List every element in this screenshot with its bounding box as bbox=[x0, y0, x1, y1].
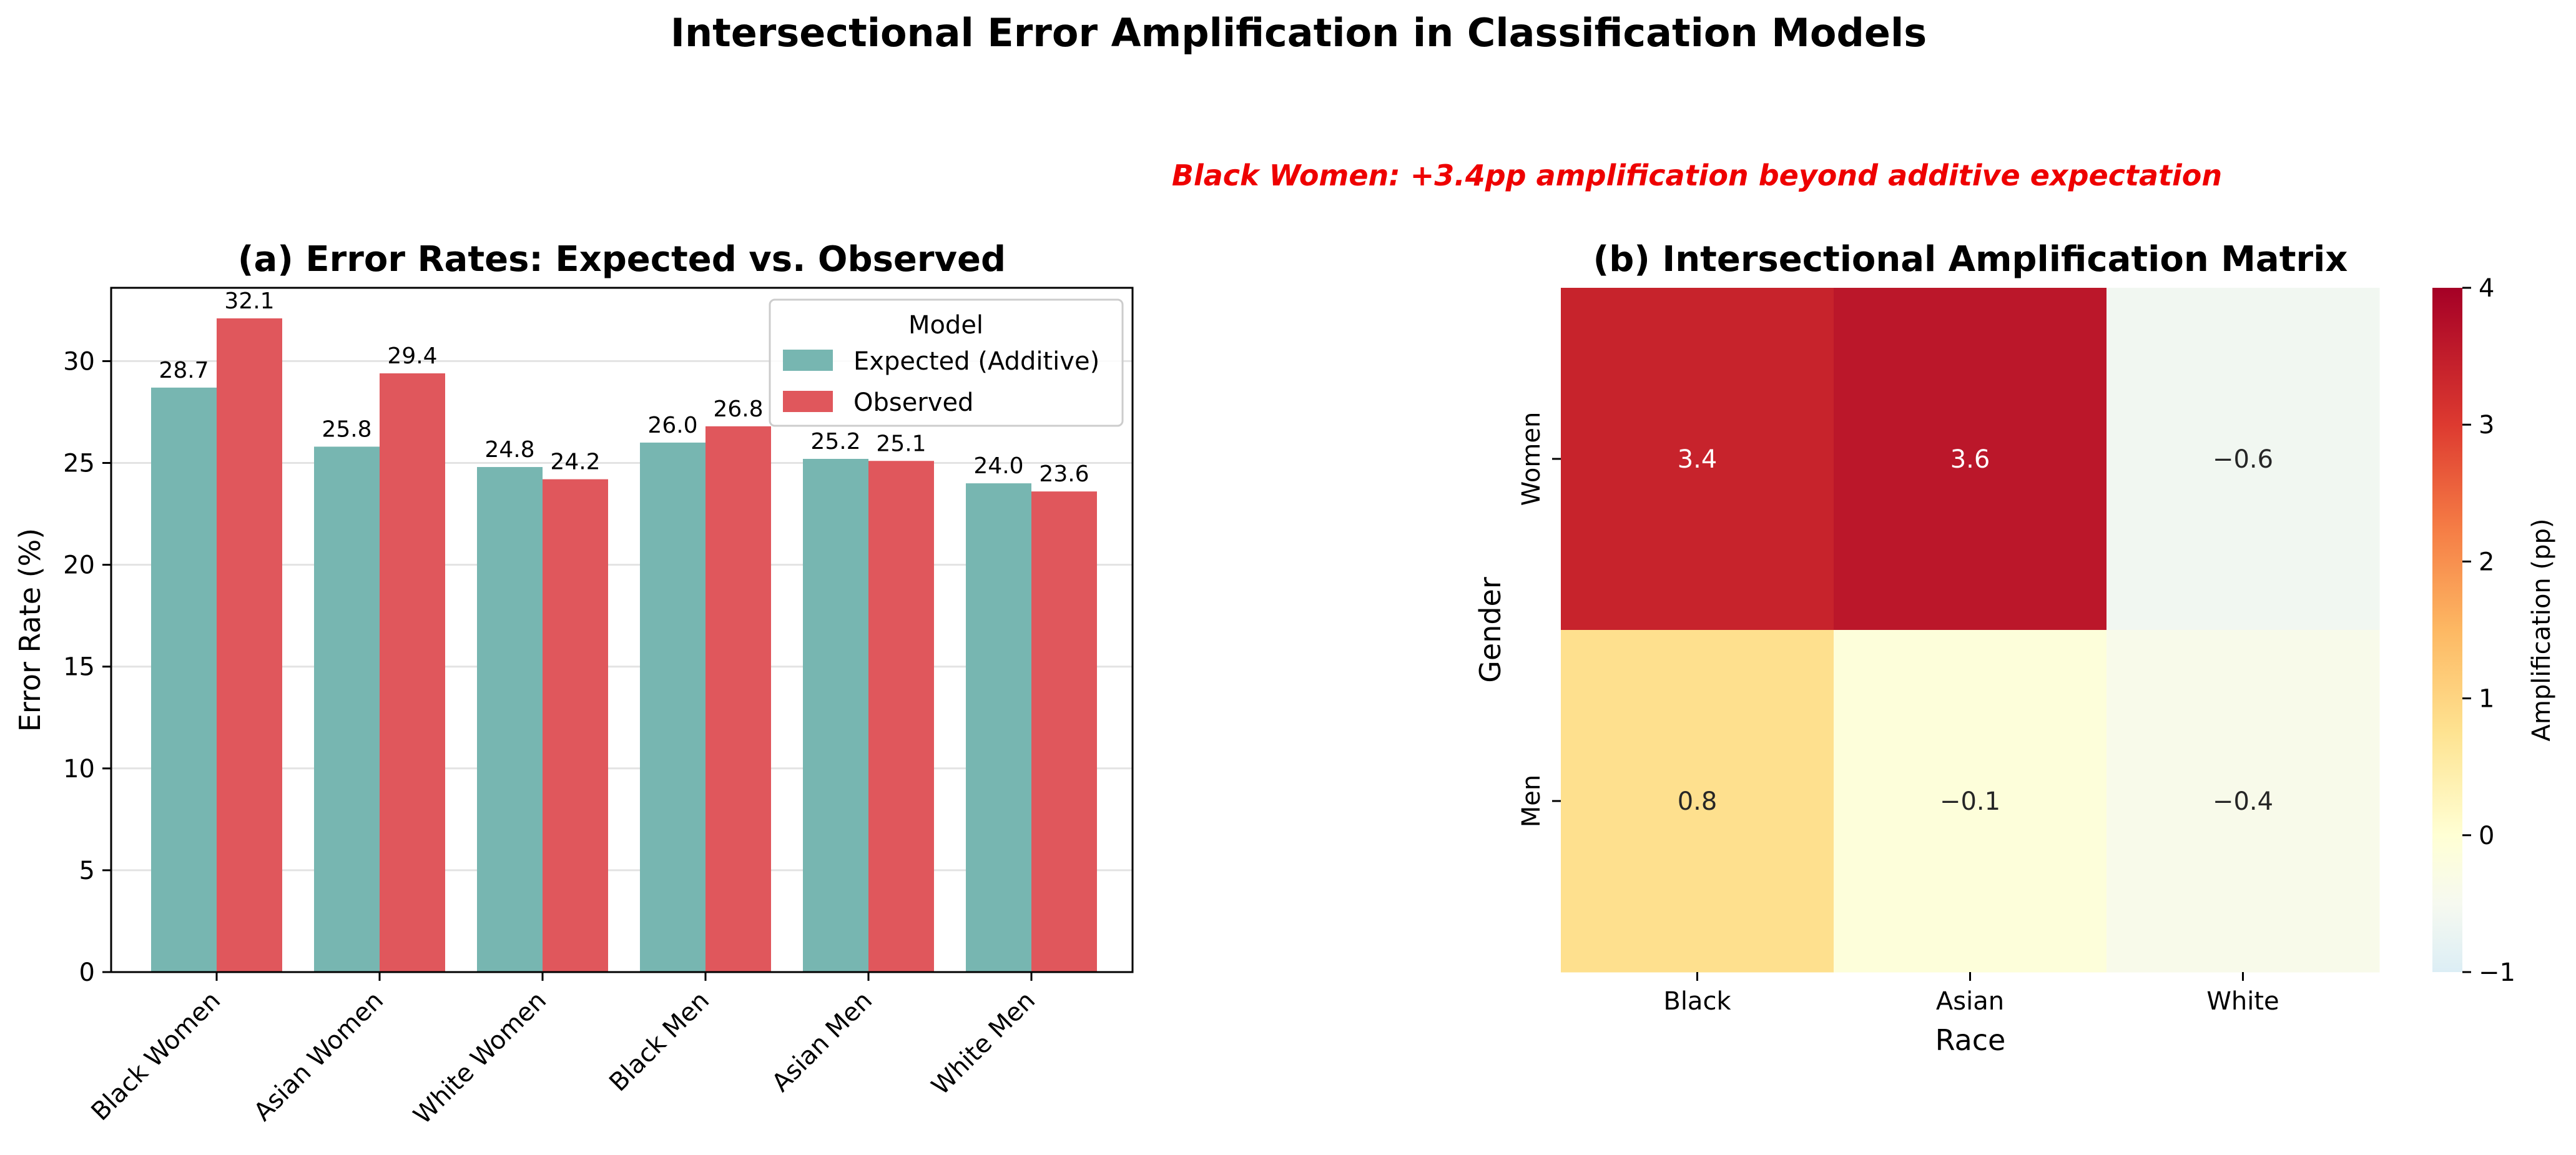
colorbar-tick-label-2: 2 bbox=[2479, 548, 2494, 576]
amplification-annotation: Black Women: +3.4pp amplification beyond… bbox=[1172, 159, 2222, 192]
bar-white-men-observed bbox=[1031, 491, 1097, 972]
y-tick-label-20: 20 bbox=[63, 551, 95, 580]
heatmap-value-women-asian: 3.6 bbox=[1950, 445, 1990, 474]
heatmap-colorbar: −1 0 1 2 3 4 Amplification (pp) bbox=[2432, 274, 2556, 987]
heatmap-x-tick-label-white: White bbox=[2206, 987, 2279, 1016]
data-label-white-men-observed: 23.6 bbox=[1039, 461, 1089, 487]
heatmap-cell-labels: 3.4 3.6 −0.6 0.8 −0.1 −0.4 bbox=[1678, 445, 2273, 816]
heatmap-cell-men-white bbox=[2107, 630, 2380, 973]
bar-black-women-observed bbox=[217, 318, 282, 972]
bar-chart-title: (a) Error Rates: Expected vs. Observed bbox=[238, 239, 1006, 280]
x-tick-label-black-men: Black Men bbox=[604, 986, 715, 1098]
bar-asian-women-expected-additive bbox=[314, 446, 380, 972]
heatmap-y-axis-label: Gender bbox=[1473, 577, 1507, 683]
colorbar-gradient bbox=[2432, 288, 2462, 972]
heatmap-cell-women-black bbox=[1561, 288, 1834, 631]
bar-chart-axes-frame bbox=[110, 287, 1134, 973]
data-label-black-women-expected-additive: 28.7 bbox=[159, 358, 209, 383]
bar-asian-men-expected-additive bbox=[803, 459, 868, 972]
x-tick-label-black-women: Black Women bbox=[86, 986, 227, 1127]
bar-chart-bars bbox=[151, 318, 1097, 972]
bar-chart-panel: (a) Error Rates: Expected vs. Observed 2… bbox=[13, 239, 1134, 1130]
data-label-asian-women-observed: 29.4 bbox=[387, 343, 437, 369]
bar-white-men-expected-additive bbox=[966, 483, 1031, 972]
heatmap-y-tick-label-men: Men bbox=[1517, 775, 1546, 827]
y-tick-label-25: 25 bbox=[63, 450, 95, 478]
legend-swatch-observed bbox=[783, 391, 833, 412]
heatmap-value-women-white: −0.6 bbox=[2213, 445, 2273, 474]
bar-chart-legend: Model Expected (Additive) Observed bbox=[769, 298, 1124, 427]
x-tick-label-white-men: White Men bbox=[927, 986, 1041, 1101]
heatmap-x-ticks: Black Asian White bbox=[1663, 972, 2279, 1016]
heatmap-x-tick-label-black: Black bbox=[1663, 987, 1731, 1016]
heatmap-value-men-white: −0.4 bbox=[2213, 787, 2273, 816]
x-tick-label-asian-men: Asian Men bbox=[767, 986, 878, 1098]
data-label-black-men-expected-additive: 26.0 bbox=[647, 413, 697, 438]
figure-title: Intersectional Error Amplification in Cl… bbox=[671, 10, 1927, 56]
y-tick-label-15: 15 bbox=[63, 653, 95, 682]
heatmap-panel: (b) Intersectional Amplification Matrix … bbox=[1473, 239, 2556, 1057]
colorbar-ticks: −1 0 1 2 3 4 bbox=[2462, 274, 2515, 987]
heatmap-y-ticks: Women Men bbox=[1517, 412, 1561, 827]
bar-black-women-expected-additive bbox=[151, 387, 217, 972]
bar-black-men-observed bbox=[705, 426, 771, 972]
data-label-white-men-expected-additive: 24.0 bbox=[973, 453, 1023, 479]
legend-swatch-expected bbox=[783, 350, 833, 371]
colorbar-tick-label-1: 1 bbox=[2479, 685, 2494, 714]
bar-chart-x-ticks: Black Women Asian Women White Women Black M… bbox=[86, 972, 1041, 1130]
bar-white-women-expected-additive bbox=[477, 467, 543, 972]
heatmap-value-women-black: 3.4 bbox=[1678, 445, 1718, 474]
y-tick-label-0: 0 bbox=[79, 958, 95, 987]
data-label-black-men-observed: 26.8 bbox=[713, 396, 763, 422]
data-label-asian-men-expected-additive: 25.2 bbox=[810, 429, 860, 455]
heatmap-cell-women-asian bbox=[1834, 288, 2107, 631]
heatmap-title: (b) Intersectional Amplification Matrix bbox=[1593, 239, 2348, 280]
legend-label-expected: Expected (Additive) bbox=[853, 347, 1099, 376]
x-tick-label-white-women: White Women bbox=[408, 986, 552, 1130]
bar-asian-men-observed bbox=[868, 461, 934, 972]
colorbar-tick-label-0: 0 bbox=[2479, 822, 2494, 850]
y-tick-label-5: 5 bbox=[79, 857, 95, 885]
heatmap-cell-women-white bbox=[2107, 288, 2380, 631]
data-label-white-women-observed: 24.2 bbox=[550, 450, 600, 475]
y-tick-label-10: 10 bbox=[63, 755, 95, 784]
y-tick-label-30: 30 bbox=[63, 347, 95, 376]
heatmap-value-men-asian: −0.1 bbox=[1940, 787, 2000, 816]
bar-asian-women-observed bbox=[380, 373, 445, 972]
legend-box bbox=[769, 298, 1124, 427]
legend-label-observed: Observed bbox=[853, 388, 973, 417]
colorbar-tick-label--1: −1 bbox=[2479, 958, 2515, 987]
heatmap-cell-men-black bbox=[1561, 630, 1834, 973]
bar-chart-y-ticks: 0 5 10 15 20 25 30 bbox=[63, 347, 111, 987]
heatmap-y-tick-label-women: Women bbox=[1517, 412, 1546, 506]
heatmap-value-men-black: 0.8 bbox=[1678, 787, 1718, 816]
bar-chart-data-labels: 28.7 32.1 25.8 29.4 24.8 24.2 26.0 26.8 25.2 25.1… bbox=[159, 288, 1089, 487]
heatmap-cells bbox=[1561, 288, 2380, 973]
heatmap-x-tick-label-asian: Asian bbox=[1936, 987, 2004, 1016]
x-tick-label-asian-women: Asian Women bbox=[248, 986, 389, 1127]
data-label-asian-women-expected-additive: 25.8 bbox=[322, 416, 371, 442]
bar-black-men-expected-additive bbox=[640, 442, 705, 972]
legend-title: Model bbox=[908, 311, 983, 340]
bar-white-women-observed bbox=[543, 479, 608, 972]
heatmap-x-axis-label: Race bbox=[1935, 1023, 2006, 1057]
colorbar-label: Amplification (pp) bbox=[2527, 519, 2556, 742]
data-label-asian-men-observed: 25.1 bbox=[876, 431, 926, 456]
colorbar-tick-label-4: 4 bbox=[2479, 274, 2494, 303]
colorbar-tick-label-3: 3 bbox=[2479, 411, 2494, 440]
data-label-black-women-observed: 32.1 bbox=[224, 288, 274, 314]
heatmap-cell-men-asian bbox=[1834, 630, 2107, 973]
bar-chart-y-axis-label: Error Rate (%) bbox=[13, 528, 47, 732]
data-label-white-women-expected-additive: 24.8 bbox=[484, 437, 534, 463]
